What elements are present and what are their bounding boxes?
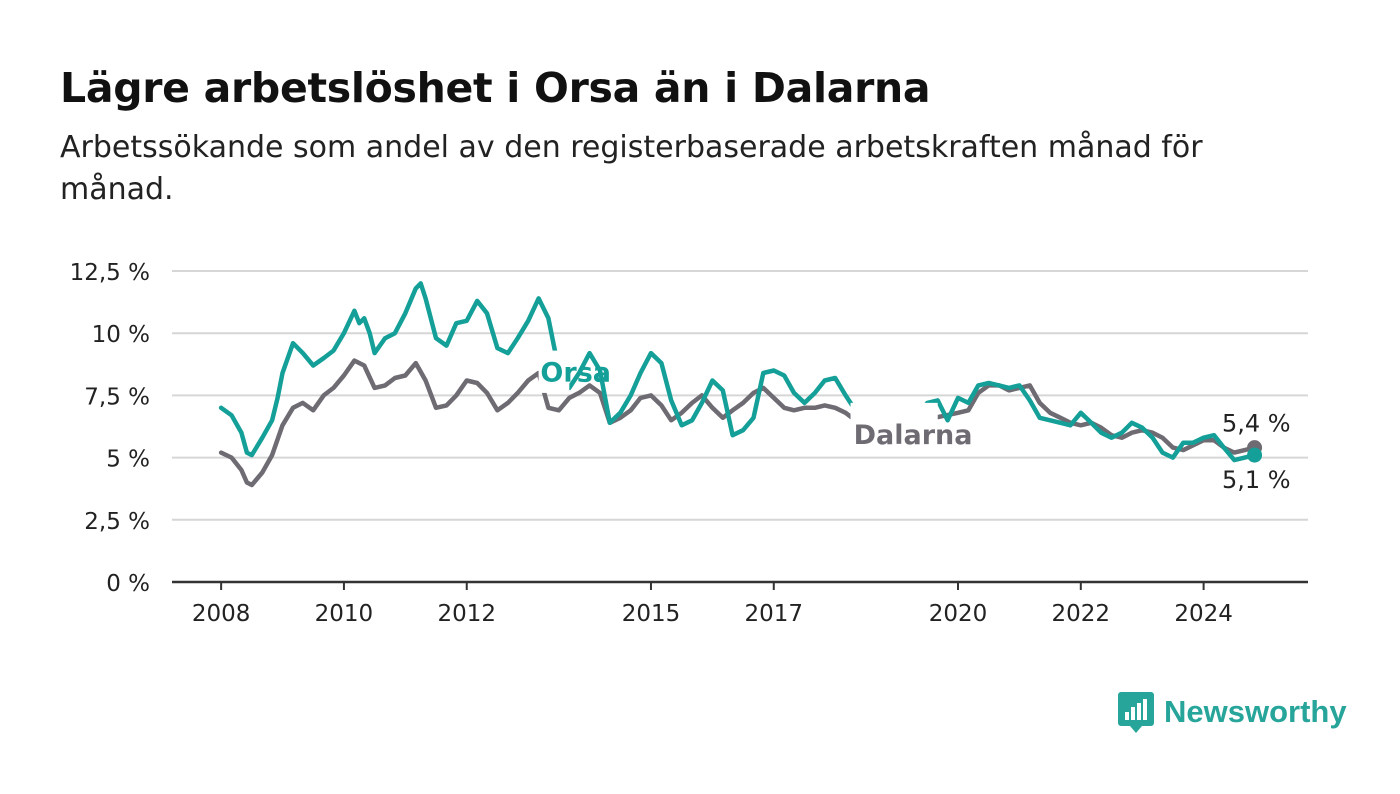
x-tick-label: 2012 [437,601,496,627]
end-label-orsa: 5,1 % [1222,466,1291,494]
x-tick-label: 2008 [192,601,251,627]
y-tick-label: 12,5 % [70,260,150,286]
series-label-orsa: Orsa [540,358,611,389]
y-tick-label: 7,5 % [84,384,150,410]
series-label-dalarna: Dalarna [854,420,973,451]
y-tick-label: 0 % [106,571,150,597]
y-tick-label: 10 % [92,322,150,348]
series-line-dalarna [218,358,1257,488]
label-mask [850,402,938,448]
label-mask [538,350,570,393]
newsworthy-logo: Newsworthy [1118,690,1347,734]
x-tick-label: 2022 [1052,601,1111,627]
y-tick-label: 2,5 % [84,509,150,535]
x-tick-label: 2020 [929,601,988,627]
series-line-orsa [218,281,1257,463]
x-tick-label: 2024 [1174,601,1233,627]
end-label-dalarna: 5,4 % [1222,410,1291,438]
newsworthy-brand-name: Newsworthy [1164,694,1347,729]
x-tick-label: 2015 [622,601,681,627]
chart-title: Lägre arbetslöshet i Orsa än i Dalarna [60,64,931,112]
x-tick-label: 2010 [315,601,374,627]
x-tick-label: 2017 [744,601,803,627]
chart-subtitle: Arbetssökande som andel av den registerb… [60,130,1203,207]
newsworthy-bar-icon [1118,692,1154,733]
end-point-orsa [1247,447,1263,463]
y-tick-label: 5 % [106,447,150,473]
